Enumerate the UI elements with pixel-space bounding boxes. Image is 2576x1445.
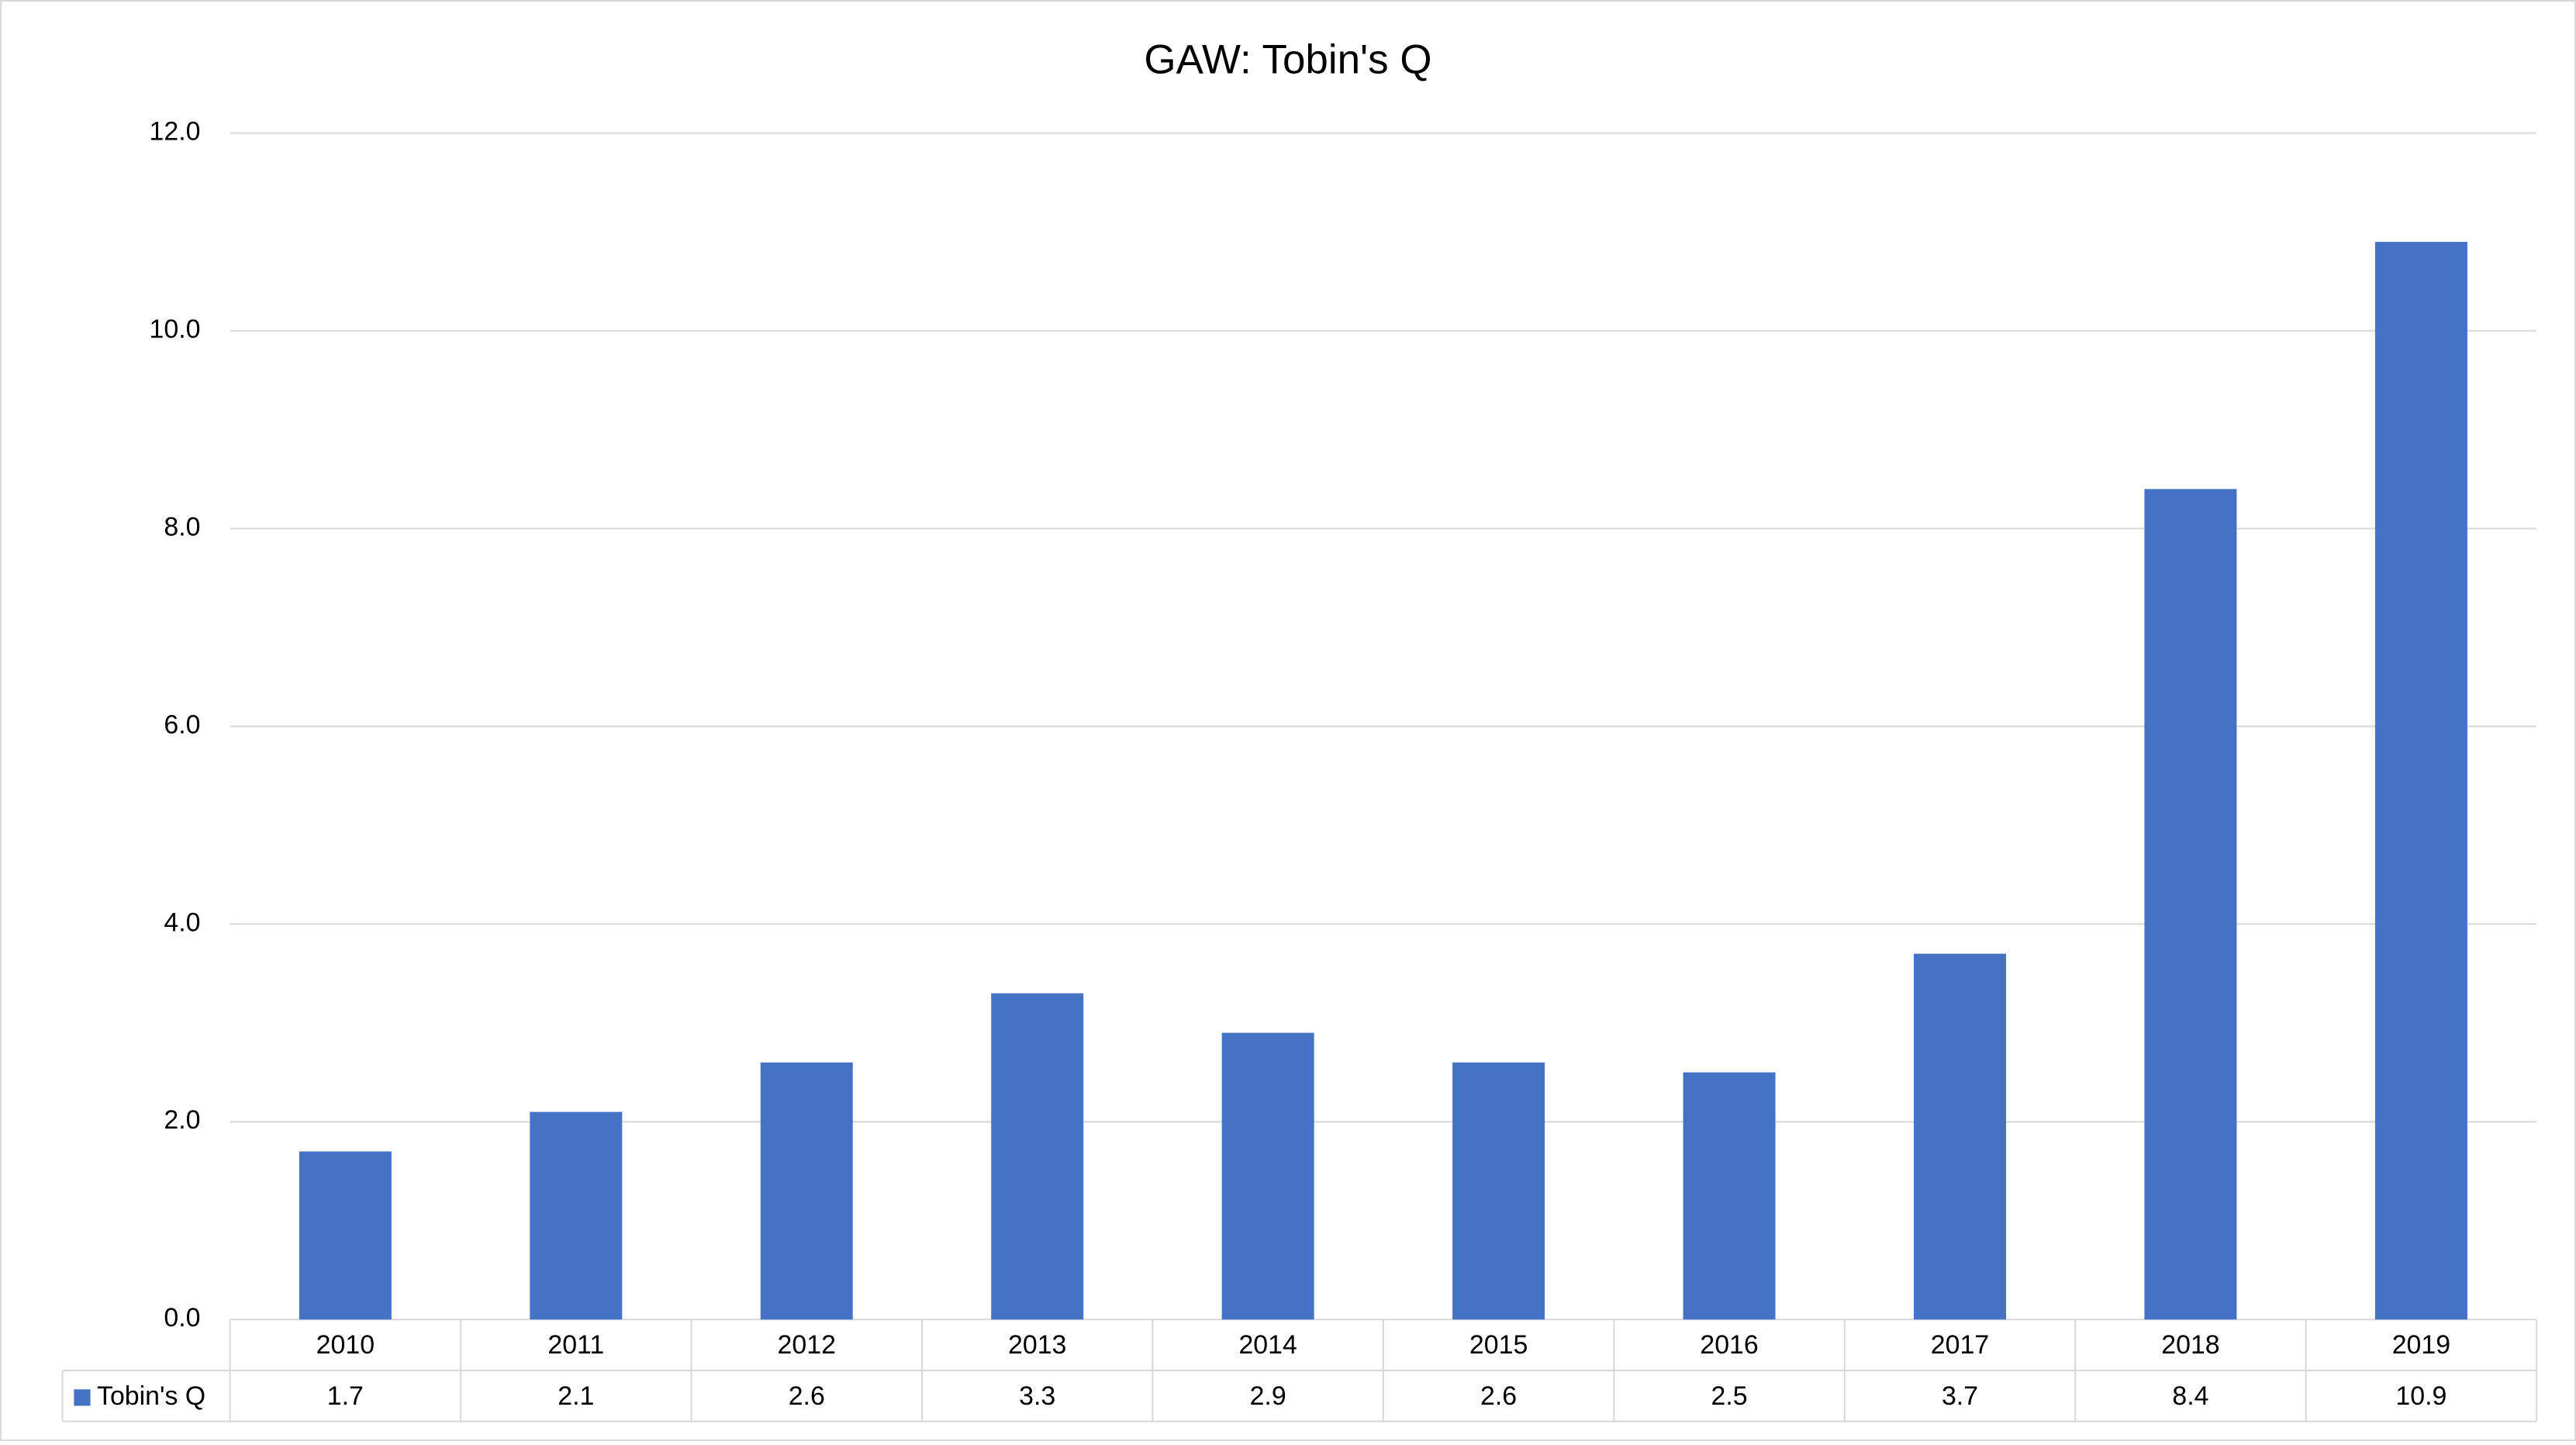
- bar: [1221, 1032, 1314, 1320]
- x-tick-label: 2011: [547, 1330, 604, 1360]
- x-tick-label: 2012: [778, 1330, 836, 1360]
- y-tick-label: 4.0: [164, 907, 200, 937]
- x-tick-label: 2014: [1238, 1330, 1297, 1360]
- x-tick-label: 2015: [1469, 1330, 1528, 1360]
- table-value: 1.7: [327, 1381, 364, 1411]
- x-tick-label: 2018: [2161, 1330, 2219, 1360]
- y-tick-label: 12.0: [150, 117, 201, 147]
- chart-title: GAW: Tobin's Q: [1144, 36, 1431, 82]
- x-tick-label: 2019: [2392, 1330, 2450, 1360]
- bar: [1452, 1062, 1545, 1320]
- x-tick-label: 2013: [1008, 1330, 1066, 1360]
- y-tick-label: 8.0: [164, 512, 200, 541]
- table-value: 10.9: [2395, 1381, 2447, 1411]
- table-value: 2.5: [1711, 1381, 1748, 1411]
- legend-label: Tobin's Q: [97, 1381, 205, 1411]
- bar: [530, 1111, 623, 1320]
- x-tick-label: 2016: [1700, 1330, 1758, 1360]
- table-value: 3.3: [1019, 1381, 1055, 1411]
- x-tick-label: 2010: [316, 1330, 375, 1360]
- y-tick-label: 10.0: [150, 314, 201, 344]
- bar: [2144, 489, 2237, 1320]
- legend-swatch: [74, 1389, 91, 1406]
- table-value: 2.6: [789, 1381, 825, 1411]
- table-value: 8.4: [2172, 1381, 2208, 1411]
- bar: [760, 1062, 853, 1320]
- bar: [1683, 1072, 1776, 1320]
- table-value: 2.1: [558, 1381, 594, 1411]
- y-tick-label: 0.0: [164, 1303, 200, 1333]
- bar: [1914, 953, 2006, 1320]
- x-tick-label: 2017: [1931, 1330, 1989, 1360]
- table-value: 2.6: [1480, 1381, 1517, 1411]
- y-tick-label: 2.0: [164, 1105, 200, 1135]
- y-tick-label: 6.0: [164, 710, 200, 739]
- bar: [2374, 241, 2467, 1320]
- table-value: 3.7: [1942, 1381, 1978, 1411]
- bar: [299, 1151, 392, 1320]
- table-value: 2.9: [1250, 1381, 1286, 1411]
- bar: [991, 993, 1084, 1320]
